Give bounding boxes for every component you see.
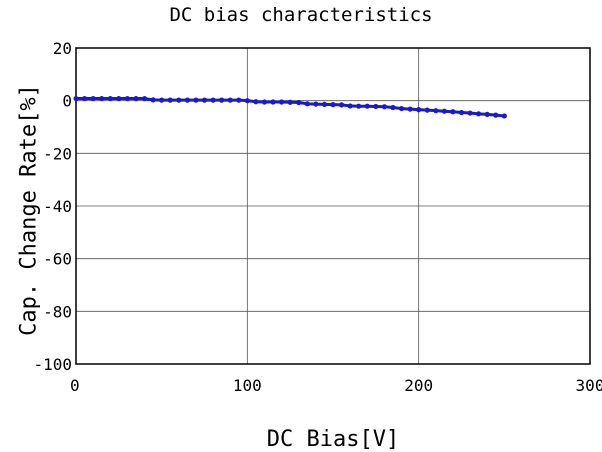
data-point [244,98,250,104]
data-point [167,97,173,103]
data-point [407,106,413,112]
data-point [501,113,507,119]
data-point [150,97,156,103]
data-point [176,97,182,103]
data-point [81,95,88,102]
data-point [227,97,233,103]
data-point [210,97,216,103]
data-point [236,97,242,103]
data-point [107,95,113,102]
data-point [330,102,336,108]
data-point [279,99,285,105]
data-point [364,103,370,109]
x-tick-label: 100 [233,376,262,395]
data-point [416,107,422,113]
data-point [287,99,293,105]
y-tick-label: -60 [43,250,72,269]
series-layer [73,95,507,119]
data-point [381,104,387,110]
data-point [201,97,208,103]
data-point [476,111,482,117]
plot-frame [75,47,591,365]
data-point [99,95,105,102]
data-point [261,99,268,105]
y-tick-label: 20 [53,39,72,58]
data-point [458,109,465,116]
data-point [493,112,499,118]
data-point [424,107,430,113]
y-tick-label: -100 [33,355,72,374]
data-point [116,95,122,102]
data-point [467,110,473,116]
y-tick-label: -80 [43,302,72,321]
grid [75,47,591,365]
data-point [338,102,345,108]
data-point [390,104,396,111]
data-point [296,99,302,106]
data-point [133,95,139,102]
data-point [193,97,199,103]
data-point [484,111,490,117]
y-tick-label: 0 [62,92,72,111]
data-point [73,95,79,102]
data-point [253,99,259,105]
data-point [433,108,439,114]
data-point [90,95,96,102]
x-tick-label: 300 [576,376,602,395]
data-point [347,103,353,109]
data-point [313,101,319,107]
x-tick-label: 0 [70,376,80,395]
data-point [219,97,225,103]
data-point [124,95,130,102]
data-point [141,95,148,102]
data-point [373,103,379,110]
data-point [398,105,405,112]
data-point [159,97,165,103]
x-axis-label: DC Bias[V] [267,427,399,452]
data-point [356,103,362,109]
y-tick-label: -40 [43,197,72,216]
y-axis-label: Cap. Change Rate[%] [17,84,42,336]
data-point [304,101,310,107]
data-point [270,99,276,105]
y-tick-label: -20 [43,144,72,163]
data-point [441,108,447,114]
x-tick-label: 200 [404,376,433,395]
data-point [321,101,328,107]
data-point [450,109,456,115]
data-point [184,97,190,103]
chart-title: DC bias characteristics [169,4,433,26]
